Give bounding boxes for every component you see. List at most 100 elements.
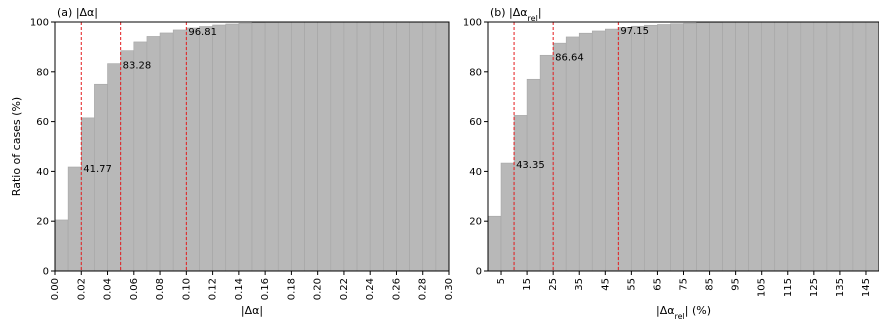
x-tick-label: 0.24 — [365, 278, 376, 300]
y-tick-label: 40 — [469, 167, 482, 178]
x-tick-label: 0.06 — [129, 278, 140, 300]
panel-b-x-axis-label: |Δαrel| (%) — [656, 304, 711, 321]
bar — [500, 162, 515, 272]
x-tick-label: 135 — [835, 278, 846, 297]
x-tick-label: 55 — [626, 278, 637, 291]
x-tick-label: 0.28 — [418, 278, 429, 300]
value-annotation: 86.64 — [555, 52, 584, 63]
x-tick-label: 0.14 — [234, 278, 245, 300]
bar — [304, 21, 318, 272]
x-tick-label: 85 — [705, 278, 716, 291]
bar — [683, 22, 697, 272]
bar — [631, 25, 645, 272]
bar — [657, 24, 671, 272]
bar — [722, 21, 736, 272]
x-tick-label: 0.02 — [76, 278, 87, 300]
bar — [133, 41, 148, 272]
panel-b-annotations: 43.35 86.64 97.15 — [516, 26, 649, 171]
bar — [787, 21, 802, 272]
bar — [94, 83, 108, 272]
bar — [343, 21, 358, 272]
bar — [709, 22, 723, 272]
bar — [839, 21, 854, 272]
value-annotation: 96.81 — [188, 27, 217, 38]
bar — [513, 115, 528, 272]
x-tick-label: 0.00 — [50, 278, 61, 300]
panel-b-xlabel-sub: rel — [674, 312, 684, 321]
x-tick-label: 0.20 — [313, 278, 324, 300]
y-tick-label: 60 — [36, 117, 49, 128]
x-tick-label: 0.12 — [208, 278, 219, 300]
x-tick-label: 95 — [731, 278, 742, 291]
bar — [120, 50, 135, 272]
panel-b-yticks: 0 20 40 60 80 100 — [463, 18, 488, 278]
bar — [291, 21, 305, 272]
bar — [396, 21, 410, 272]
x-tick-label: 115 — [783, 278, 794, 297]
value-annotation: 43.35 — [516, 160, 545, 171]
bar — [225, 23, 240, 272]
bar — [369, 21, 384, 272]
x-tick-label: 45 — [600, 278, 611, 291]
bar — [748, 21, 763, 272]
bar — [54, 219, 69, 272]
bar — [383, 21, 397, 272]
bar — [644, 24, 658, 272]
y-tick-label: 20 — [36, 217, 49, 228]
value-annotation: 97.15 — [620, 26, 649, 37]
panel-b-xlabel-main: |Δα — [656, 304, 674, 317]
bar — [735, 21, 749, 272]
panel-b-vlines — [513, 22, 619, 271]
bar — [604, 28, 619, 272]
x-tick-label: 75 — [679, 278, 690, 291]
panel-a-yticks: 0 20 40 60 80 100 — [30, 18, 55, 278]
y-tick-label: 80 — [36, 67, 49, 78]
panel-b-title-main: (b) |Δα — [490, 6, 528, 19]
bar — [238, 22, 253, 272]
panel-a-annotations: 41.77 83.28 96.81 — [83, 27, 217, 175]
x-tick-label: 0.16 — [260, 278, 271, 300]
bar — [774, 21, 789, 272]
value-annotation: 41.77 — [83, 164, 112, 175]
panel-b-bars — [487, 21, 879, 272]
bar — [67, 166, 82, 272]
bar — [159, 32, 174, 272]
panel-a-frame — [54, 21, 450, 272]
panel-a-xticks: 0.00 0.02 0.04 0.06 0.08 0.10 0.12 0.14 0.16 0.18… — [50, 271, 455, 300]
bar — [578, 32, 593, 272]
bar — [435, 21, 450, 272]
bar — [696, 22, 710, 272]
panel-b-title-sub: rel — [528, 14, 538, 23]
bar — [80, 117, 95, 272]
panel-a-y-axis-label: Ratio of cases (%) — [10, 97, 23, 196]
bar — [317, 21, 332, 272]
bar — [526, 78, 541, 272]
bar — [186, 27, 200, 272]
bar — [852, 21, 867, 272]
bar — [670, 23, 684, 272]
bar — [277, 21, 292, 272]
x-tick-label: 145 — [861, 278, 872, 297]
x-tick-label: 125 — [809, 278, 820, 297]
panel-a: 41.77 83.28 96.81 0.00 0.02 0.04 0.06 0.08 0.10… — [10, 6, 455, 317]
x-tick-label: 0.08 — [155, 278, 166, 300]
x-tick-label: 0.26 — [391, 278, 402, 300]
x-tick-label: 25 — [548, 278, 559, 291]
x-tick-label: 5 — [496, 278, 507, 284]
x-tick-label: 0.10 — [181, 278, 192, 300]
x-tick-label: 35 — [574, 278, 585, 291]
y-tick-label: 80 — [469, 67, 482, 78]
panel-b-title: (b) |Δαrel| — [490, 6, 542, 23]
bar — [330, 21, 345, 272]
bar — [487, 215, 502, 272]
panel-a-vlines — [80, 22, 187, 271]
panel-a-title: (a) |Δα| — [57, 6, 98, 19]
x-tick-label: 15 — [522, 278, 533, 291]
bar — [813, 21, 828, 272]
bar — [552, 42, 567, 272]
y-tick-label: 60 — [469, 117, 482, 128]
bar — [761, 21, 776, 272]
y-tick-label: 100 — [463, 18, 482, 29]
bar — [565, 36, 580, 272]
